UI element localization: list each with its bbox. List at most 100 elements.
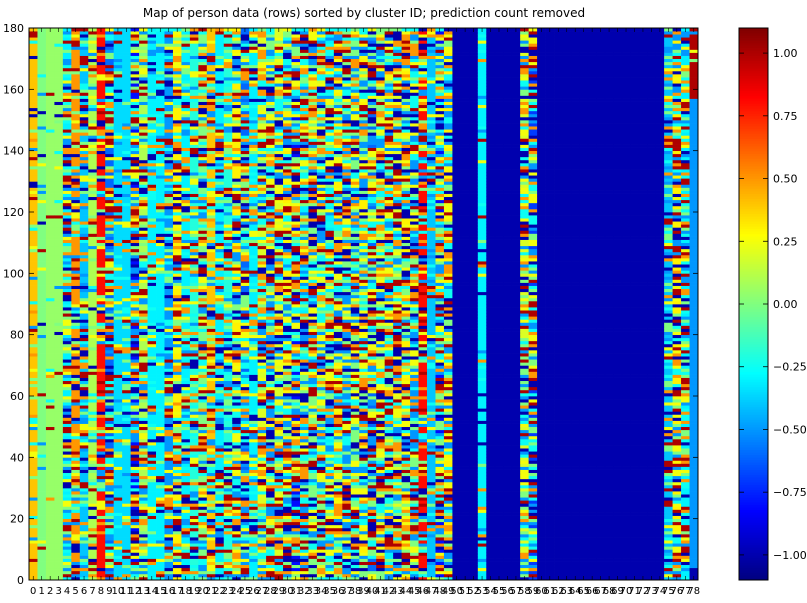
heatmap-cell [96,414,106,418]
heatmap-cell [62,40,72,44]
heatmap-cell [198,494,208,498]
heatmap-cell [215,417,225,421]
heatmap-cell [223,221,233,225]
heatmap-cell [29,202,38,207]
heatmap-cell [37,564,47,569]
heatmap-cell [206,310,216,314]
heatmap-cell [105,454,115,458]
heatmap-cell [189,527,199,532]
heatmap-cell [206,300,216,305]
heatmap-cell [96,98,106,102]
heatmap-cell [62,322,72,326]
heatmap-cell [88,472,98,477]
heatmap-cell [249,472,258,477]
heatmap-cell [105,340,115,345]
heatmap-cell [122,392,131,397]
heatmap-cell [189,297,199,302]
heatmap-cell [88,248,98,253]
heatmap-cell [54,472,64,477]
heatmap-cell [189,282,199,286]
heatmap-cell [223,113,233,118]
heatmap-cell [198,254,208,259]
heatmap-cell [189,110,199,115]
heatmap-cell [223,380,233,385]
heatmap-cell [113,469,123,474]
heatmap-cell [249,481,258,486]
heatmap-cell [223,49,233,53]
heatmap-cell [105,282,115,286]
heatmap-cell [54,205,64,210]
heatmap-cell [71,126,81,130]
heatmap-cell [215,399,225,403]
heatmap-cell [88,377,98,382]
heatmap-cell [96,472,106,477]
heatmap-cell [79,414,89,418]
heatmap-cell [139,515,148,520]
heatmap-cell [249,230,258,234]
heatmap-cell [164,356,174,360]
heatmap-cell [189,491,199,495]
heatmap-cell [71,371,81,375]
heatmap-cell [147,116,157,121]
heatmap-cell [249,120,258,124]
heatmap-cell [164,95,174,99]
heatmap-cell [249,386,258,391]
heatmap-cell [29,322,38,326]
heatmap-cell [249,215,258,219]
heatmap-cell [164,463,174,467]
heatmap-cell [122,138,131,142]
heatmap-cell [113,40,123,44]
heatmap-cell [156,291,165,296]
heatmap-cell [156,466,165,470]
heatmap-cell [88,212,98,216]
heatmap-cell [113,438,123,443]
heatmap-cell [105,343,115,348]
heatmap-cell [105,199,115,204]
heatmap-cell [249,438,258,443]
heatmap-cell [215,199,225,204]
heatmap-cell [189,239,199,244]
heatmap-cell [71,37,81,41]
heatmap-cell [198,420,208,424]
heatmap-cell [147,555,157,559]
heatmap-cell [181,43,191,47]
heatmap-cell [96,310,106,314]
heatmap-cell [88,534,98,538]
heatmap-cell [37,291,47,296]
heatmap-cell [113,472,123,477]
heatmap-cell [232,40,242,44]
heatmap-cell [215,374,225,378]
heatmap-cell [257,169,267,173]
heatmap-cell [240,166,250,170]
heatmap-cell [181,202,191,207]
heatmap-cell [54,414,64,418]
heatmap-cell [181,37,191,41]
heatmap-cell [172,549,182,553]
heatmap-cell [130,300,140,305]
heatmap-cell [257,383,267,388]
heatmap-cell [139,110,148,115]
heatmap-cell [113,150,123,155]
heatmap-cell [88,325,98,329]
heatmap-cell [181,55,191,60]
heatmap-cell [223,101,233,106]
heatmap-cell [113,297,123,302]
heatmap-cell [223,144,233,148]
heatmap-cell [130,472,140,477]
heatmap-cell [37,524,47,529]
heatmap-cell [232,408,242,412]
heatmap-cell [113,300,123,305]
heatmap-cell [96,150,106,155]
heatmap-cell [79,460,89,464]
heatmap-cell [181,350,191,354]
heatmap-cell [71,218,81,222]
heatmap-cell [223,175,233,179]
heatmap-cell [62,435,72,440]
heatmap-cell [113,549,123,553]
heatmap-cell [164,328,174,332]
heatmap-cell [122,445,131,449]
heatmap-cell [62,530,72,535]
heatmap-cell [181,169,191,173]
heatmap-cell [122,350,131,354]
heatmap-cell [139,402,148,406]
